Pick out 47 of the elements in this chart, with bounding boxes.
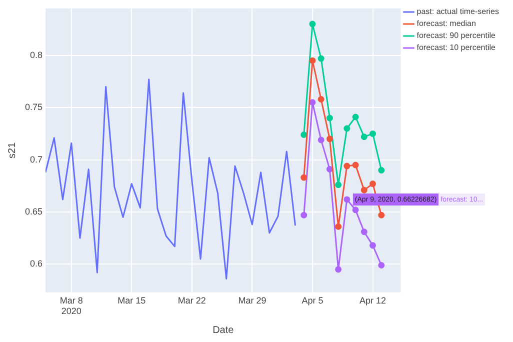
y-tick-label: 0.8 — [30, 50, 43, 60]
point — [378, 262, 385, 269]
y-axis-title: s21 — [6, 142, 18, 158]
legend-label: forecast: 10 percentile — [416, 43, 496, 52]
point — [370, 130, 376, 137]
point — [326, 166, 333, 172]
legend-label: past: actual time-series — [416, 7, 500, 16]
point — [344, 162, 350, 170]
point — [370, 242, 376, 249]
legend-label: forecast: median — [416, 19, 476, 28]
point — [318, 136, 324, 144]
point — [352, 162, 359, 168]
point — [378, 212, 385, 218]
x-tick-label: Apr 5 — [302, 295, 324, 306]
point — [335, 182, 342, 188]
point — [326, 136, 333, 142]
x-tick-label: Mar 15 — [118, 295, 146, 306]
point — [318, 96, 324, 102]
point — [344, 125, 350, 132]
point — [360, 228, 368, 236]
point — [326, 114, 333, 122]
y-tick-label: 0.75 — [24, 102, 43, 112]
point — [352, 206, 359, 214]
point — [335, 223, 342, 230]
y-tick-label: 0.6 — [30, 258, 43, 269]
legend-label: forecast: 90 percentile — [416, 31, 496, 40]
point — [309, 20, 316, 28]
point — [309, 57, 316, 64]
point — [344, 196, 350, 203]
point — [318, 55, 324, 62]
x-tick-label: Apr 12 — [359, 295, 386, 306]
x-tick-label: Mar 29 — [238, 295, 266, 306]
x-axis-title: Date — [212, 324, 234, 336]
x-tick-label: Mar 22 — [178, 295, 206, 306]
point — [309, 99, 316, 106]
x-tick-label: Mar 8 2020 — [60, 295, 83, 316]
point — [300, 131, 308, 138]
point — [360, 186, 368, 194]
point — [300, 174, 308, 181]
y-tick-label: 0.65 — [24, 206, 43, 216]
point — [300, 212, 308, 218]
point — [378, 166, 385, 174]
point — [335, 266, 342, 273]
point — [352, 114, 359, 120]
y-tick-label: 0.7 — [30, 154, 43, 164]
point — [370, 180, 376, 188]
point — [360, 134, 368, 140]
